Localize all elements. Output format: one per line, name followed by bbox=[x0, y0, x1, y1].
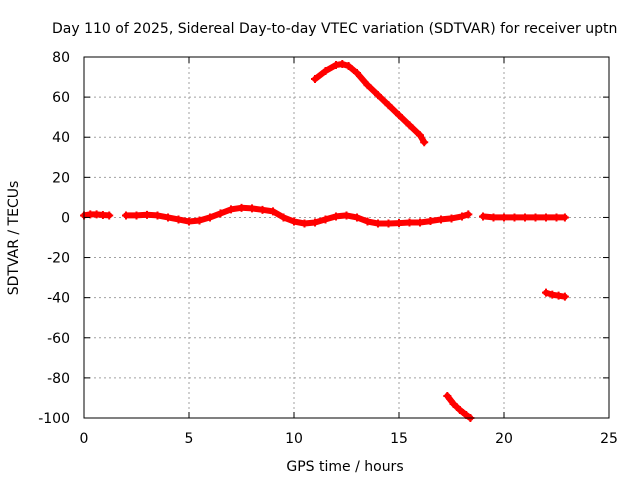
series-main-trace-c bbox=[479, 212, 569, 222]
data-point bbox=[344, 62, 353, 71]
data-point bbox=[290, 217, 298, 226]
data-point bbox=[420, 138, 429, 147]
series-line bbox=[123, 204, 472, 227]
x-tick-label: 0 bbox=[80, 431, 89, 447]
data-point bbox=[321, 67, 330, 76]
x-tick-label: 10 bbox=[285, 431, 303, 447]
data-point bbox=[300, 219, 309, 228]
data-point bbox=[374, 91, 382, 100]
data-point bbox=[227, 205, 235, 214]
data-point bbox=[554, 291, 563, 300]
data-point bbox=[143, 210, 151, 219]
data-point bbox=[279, 213, 288, 222]
x-tick-label: 20 bbox=[495, 431, 513, 447]
data-point bbox=[332, 61, 340, 70]
data-point bbox=[338, 60, 347, 69]
data-point bbox=[237, 203, 246, 212]
data-point bbox=[542, 213, 550, 222]
x-tick-label: 25 bbox=[600, 431, 618, 447]
data-point bbox=[363, 81, 372, 90]
data-point bbox=[443, 391, 452, 400]
data-point bbox=[174, 215, 183, 224]
data-point bbox=[395, 219, 403, 228]
data-point bbox=[552, 213, 561, 222]
data-point bbox=[105, 211, 114, 220]
data-point bbox=[311, 75, 319, 84]
data-point bbox=[548, 290, 557, 299]
tick-layer: 0 5 10 15 20 25 -100 -80 -60 -40 -20 0 20 40 60 80 bbox=[38, 50, 618, 447]
x-axis-label: GPS time / hours bbox=[286, 459, 403, 475]
data-point bbox=[216, 209, 225, 218]
data-point bbox=[447, 214, 456, 223]
data-point bbox=[195, 216, 204, 225]
data-point bbox=[164, 213, 172, 222]
data-point bbox=[458, 212, 466, 221]
data-point bbox=[479, 212, 487, 221]
data-point bbox=[416, 218, 424, 227]
data-point bbox=[416, 131, 424, 140]
series-main-trace-a bbox=[80, 210, 114, 220]
data-point bbox=[363, 217, 372, 226]
data-point bbox=[531, 213, 540, 222]
data-point bbox=[489, 213, 498, 222]
data-point bbox=[464, 210, 473, 219]
data-point bbox=[332, 212, 340, 221]
data-point bbox=[384, 101, 393, 110]
data-point bbox=[542, 288, 550, 297]
data-point bbox=[560, 292, 569, 301]
data-point bbox=[405, 121, 414, 130]
data-point bbox=[384, 219, 393, 228]
data-point bbox=[405, 218, 414, 227]
y-tick-label: 80 bbox=[52, 50, 70, 66]
data-point bbox=[374, 219, 382, 228]
series-main-trace-b bbox=[122, 203, 473, 228]
data-point bbox=[455, 405, 464, 414]
series-upper-arc bbox=[311, 60, 429, 147]
y-tick-label: -100 bbox=[38, 411, 70, 427]
data-point bbox=[132, 211, 141, 220]
data-point bbox=[426, 217, 435, 226]
x-tick-label: 5 bbox=[185, 431, 194, 447]
chart-title: Day 110 of 2025, Sidereal Day-to-day VTE… bbox=[52, 21, 617, 37]
data-point bbox=[353, 213, 361, 222]
data-point bbox=[122, 211, 130, 220]
y-tick-label: 60 bbox=[52, 90, 70, 106]
y-tick-label: 40 bbox=[52, 130, 70, 146]
data-point bbox=[560, 213, 569, 222]
plot-frame bbox=[83, 56, 610, 419]
data-point bbox=[153, 211, 162, 220]
y-tick-label: 20 bbox=[52, 170, 70, 186]
x-tick-label: 15 bbox=[390, 431, 408, 447]
data-point bbox=[185, 217, 193, 226]
data-point bbox=[342, 211, 351, 220]
data-point bbox=[500, 213, 508, 222]
data-point bbox=[437, 215, 445, 224]
data-layer bbox=[80, 60, 569, 422]
data-point bbox=[269, 207, 277, 216]
data-point bbox=[395, 111, 403, 120]
data-point bbox=[311, 218, 319, 227]
data-point bbox=[206, 213, 214, 222]
series-right-segment bbox=[542, 288, 569, 301]
data-point bbox=[258, 205, 267, 214]
data-point bbox=[521, 213, 529, 222]
data-point bbox=[510, 213, 519, 222]
y-tick-label: -40 bbox=[47, 291, 70, 307]
y-tick-label: -80 bbox=[47, 371, 70, 387]
y-axis-label: SDTVAR / TECUs bbox=[6, 181, 22, 296]
data-point bbox=[449, 399, 458, 408]
data-point bbox=[321, 215, 330, 224]
y-tick-label: -20 bbox=[47, 251, 70, 267]
y-tick-label: 0 bbox=[61, 210, 70, 226]
data-point bbox=[353, 69, 361, 78]
y-tick-label: -60 bbox=[47, 331, 70, 347]
data-point bbox=[248, 204, 256, 213]
